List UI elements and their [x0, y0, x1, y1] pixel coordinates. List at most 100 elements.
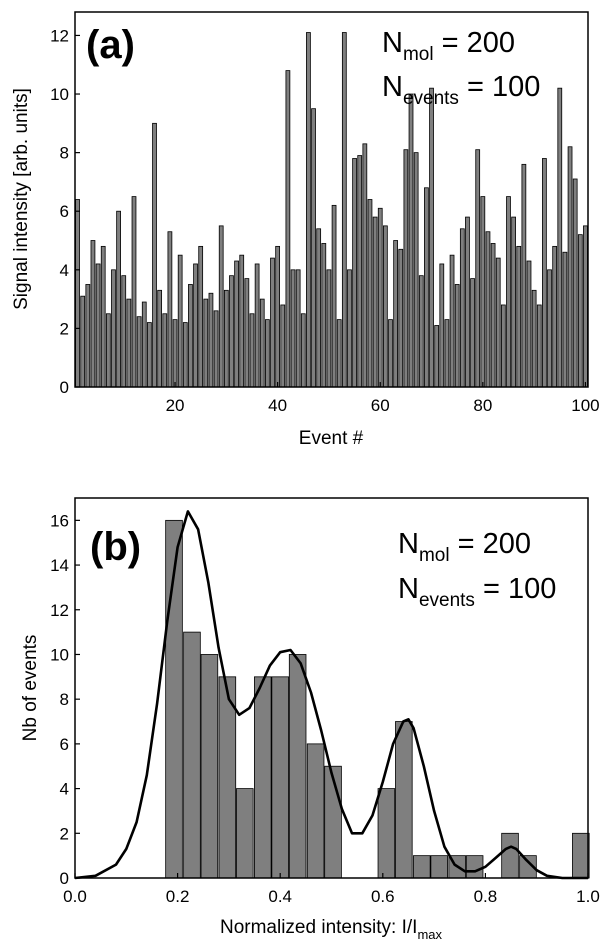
bar-event-20 — [172, 319, 178, 388]
panel-a-x-axis-label: Event # — [299, 428, 364, 449]
bar-event-81 — [485, 231, 491, 388]
bar-event-2 — [80, 295, 86, 388]
bar-event-12 — [131, 196, 137, 388]
panel-a: 0 2 4 6 8 10 12 20 40 60 80 100 (a) Nmol = 200 Neve… — [11, 11, 600, 449]
histogram-bar-16 — [501, 832, 519, 879]
panel-a-bars — [75, 32, 588, 388]
bar-event-21 — [177, 254, 183, 388]
bar-event-71 — [434, 325, 440, 388]
bar-event-82 — [490, 243, 496, 388]
y-tick-label: 12 — [50, 601, 69, 620]
bar-event-78 — [470, 278, 475, 388]
histogram-bar-13 — [430, 855, 448, 879]
histogram-bar-9 — [324, 765, 342, 879]
bar-event-45 — [300, 313, 306, 388]
bar-event-85 — [506, 196, 511, 388]
bar-event-64 — [398, 248, 404, 388]
histogram-bar-12 — [413, 855, 431, 879]
bar-event-1 — [75, 199, 80, 388]
bar-event-13 — [136, 316, 142, 388]
histogram-bar-18 — [572, 832, 590, 879]
panel-a-plot-frame — [74, 11, 589, 388]
bar-event-51 — [331, 204, 337, 388]
bar-event-69 — [424, 187, 429, 388]
y-tick-label: 0 — [60, 869, 69, 888]
bar-event-41 — [280, 304, 286, 388]
y-tick-label: 4 — [60, 261, 69, 280]
y-tick-label: 10 — [50, 645, 69, 664]
bar-event-98 — [572, 178, 578, 388]
y-tick-label: 4 — [60, 780, 69, 799]
bar-event-86 — [511, 216, 516, 388]
bar-event-30 — [223, 289, 229, 388]
bar-event-26 — [203, 298, 209, 388]
bar-event-90 — [531, 289, 537, 388]
bar-event-89 — [526, 260, 532, 388]
histogram-bar-5 — [254, 676, 272, 879]
bar-event-65 — [403, 149, 409, 388]
panel-b-label: (b) — [90, 525, 141, 569]
bar-event-58 — [367, 199, 373, 388]
bar-event-94 — [552, 245, 558, 388]
panel-a-annotation-nmol: Nmol = 200 — [382, 27, 515, 65]
histogram-bar-11 — [395, 721, 413, 879]
y-tick-label: 16 — [50, 511, 69, 530]
histogram-bar-6 — [271, 676, 289, 879]
bar-event-43 — [290, 269, 296, 388]
bar-event-39 — [270, 257, 275, 388]
histogram-bar-7 — [288, 654, 307, 879]
bar-event-79 — [475, 149, 481, 388]
panel-b-y-axis-label: Nb of events — [20, 635, 41, 742]
panel-a-ticks: 0 2 4 6 8 10 12 20 40 60 80 100 — [50, 26, 600, 415]
bar-event-99 — [577, 234, 583, 388]
panel-b-annotation-nevents: Nevents = 100 — [398, 573, 556, 611]
bar-event-15 — [147, 322, 152, 388]
bar-event-28 — [213, 310, 219, 388]
bar-event-56 — [357, 155, 363, 388]
y-tick-label: 2 — [60, 319, 69, 338]
histogram-bar-4 — [236, 788, 254, 879]
bar-event-62 — [388, 319, 393, 388]
histogram-bar-1 — [183, 631, 201, 879]
panel-b-plot-frame — [74, 497, 589, 879]
bar-event-57 — [362, 143, 368, 388]
bar-event-77 — [465, 216, 470, 388]
bar-event-14 — [141, 301, 147, 388]
bar-event-10 — [121, 275, 127, 388]
x-tick-label: 20 — [166, 396, 185, 415]
panel-b-x-axis-label: Normalized intensity: I/Imax — [220, 917, 443, 942]
bar-event-19 — [167, 231, 173, 388]
bar-event-22 — [182, 322, 188, 388]
bar-event-87 — [516, 245, 522, 388]
bar-event-47 — [311, 108, 316, 388]
bar-event-66 — [408, 93, 414, 388]
y-tick-label: 6 — [60, 202, 69, 221]
bar-event-55 — [352, 158, 357, 388]
bar-event-3 — [85, 284, 91, 388]
bar-event-60 — [377, 207, 383, 388]
bar-event-100 — [583, 225, 588, 388]
x-tick-label: 0.4 — [268, 887, 292, 906]
bar-event-44 — [295, 269, 301, 388]
bar-event-97 — [567, 146, 573, 388]
bar-event-32 — [234, 260, 239, 388]
bar-event-23 — [188, 284, 193, 388]
bar-event-46 — [306, 32, 311, 388]
histogram-bar-15 — [465, 855, 484, 879]
x-tick-label: 60 — [371, 396, 390, 415]
bar-event-75 — [454, 284, 460, 388]
bar-event-68 — [418, 275, 424, 388]
bar-event-27 — [208, 292, 214, 388]
bar-event-88 — [521, 163, 527, 388]
histogram-bar-10 — [377, 788, 396, 879]
bar-event-40 — [275, 245, 281, 388]
panel-a-label: (a) — [86, 23, 135, 67]
bar-event-8 — [111, 269, 116, 388]
bar-event-34 — [244, 278, 250, 388]
y-tick-label: 8 — [60, 144, 69, 163]
bar-event-61 — [382, 225, 388, 388]
histogram-bar-8 — [306, 743, 325, 879]
bar-event-84 — [500, 304, 506, 388]
y-tick-label: 8 — [60, 690, 69, 709]
bar-event-7 — [105, 313, 111, 388]
